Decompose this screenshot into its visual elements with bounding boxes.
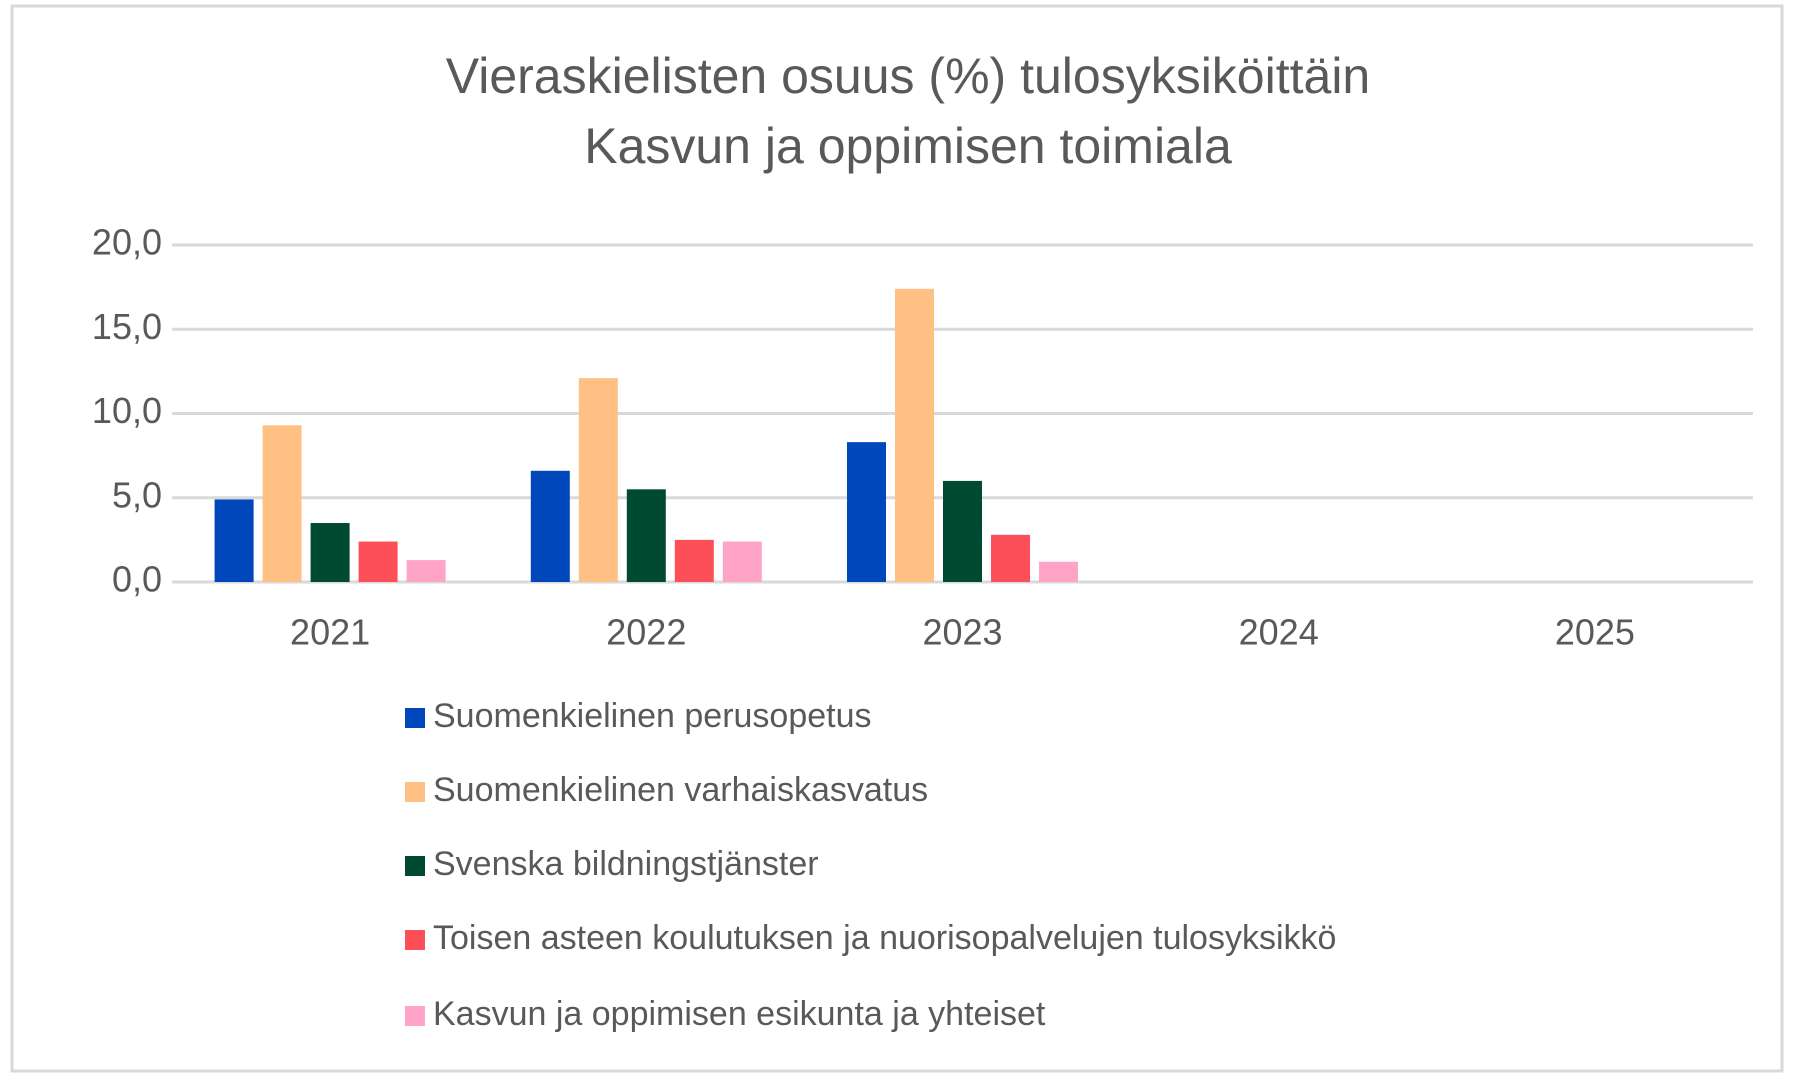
x-tick-label: 2024 [1239, 612, 1319, 653]
legend-swatch [405, 708, 425, 728]
legend-label: Kasvun ja oppimisen esikunta ja yhteiset [433, 995, 1046, 1033]
y-tick-label: 15,0 [92, 306, 162, 347]
y-tick-label: 0,0 [112, 559, 162, 600]
chart-title: Kasvun ja oppimisen toimiala [584, 118, 1232, 174]
bar [214, 499, 254, 582]
bar [530, 470, 570, 582]
bar [943, 480, 982, 582]
bar [895, 288, 934, 582]
legend-swatch [405, 930, 425, 950]
bar [674, 539, 714, 582]
bar [358, 541, 398, 582]
x-tick-label: 2023 [922, 612, 1002, 653]
bar [626, 489, 666, 582]
legend-swatch [405, 782, 425, 802]
legend-swatch [405, 1006, 425, 1026]
bar [1039, 561, 1078, 582]
bar [722, 541, 762, 582]
legend-label: Suomenkielinen varhaiskasvatus [433, 771, 928, 809]
legend-label: Suomenkielinen perusopetus [433, 697, 872, 735]
bar [262, 425, 302, 582]
bar [310, 523, 350, 582]
bar [406, 560, 446, 582]
legend-label: Toisen asteen koulutuksen ja nuorisopalv… [433, 919, 1336, 957]
legend-swatch [405, 856, 425, 876]
bar [578, 378, 618, 582]
chart-title: Vieraskielisten osuus (%) tulosyksiköitt… [446, 48, 1370, 104]
x-tick-label: 2022 [606, 612, 686, 653]
bar [847, 442, 886, 582]
y-tick-label: 20,0 [92, 222, 162, 263]
bar [991, 534, 1030, 582]
x-tick-label: 2021 [290, 612, 370, 653]
x-tick-label: 2025 [1555, 612, 1635, 653]
legend-label: Svenska bildningstjänster [433, 845, 819, 883]
y-tick-label: 5,0 [112, 474, 162, 515]
y-tick-label: 10,0 [92, 390, 162, 431]
